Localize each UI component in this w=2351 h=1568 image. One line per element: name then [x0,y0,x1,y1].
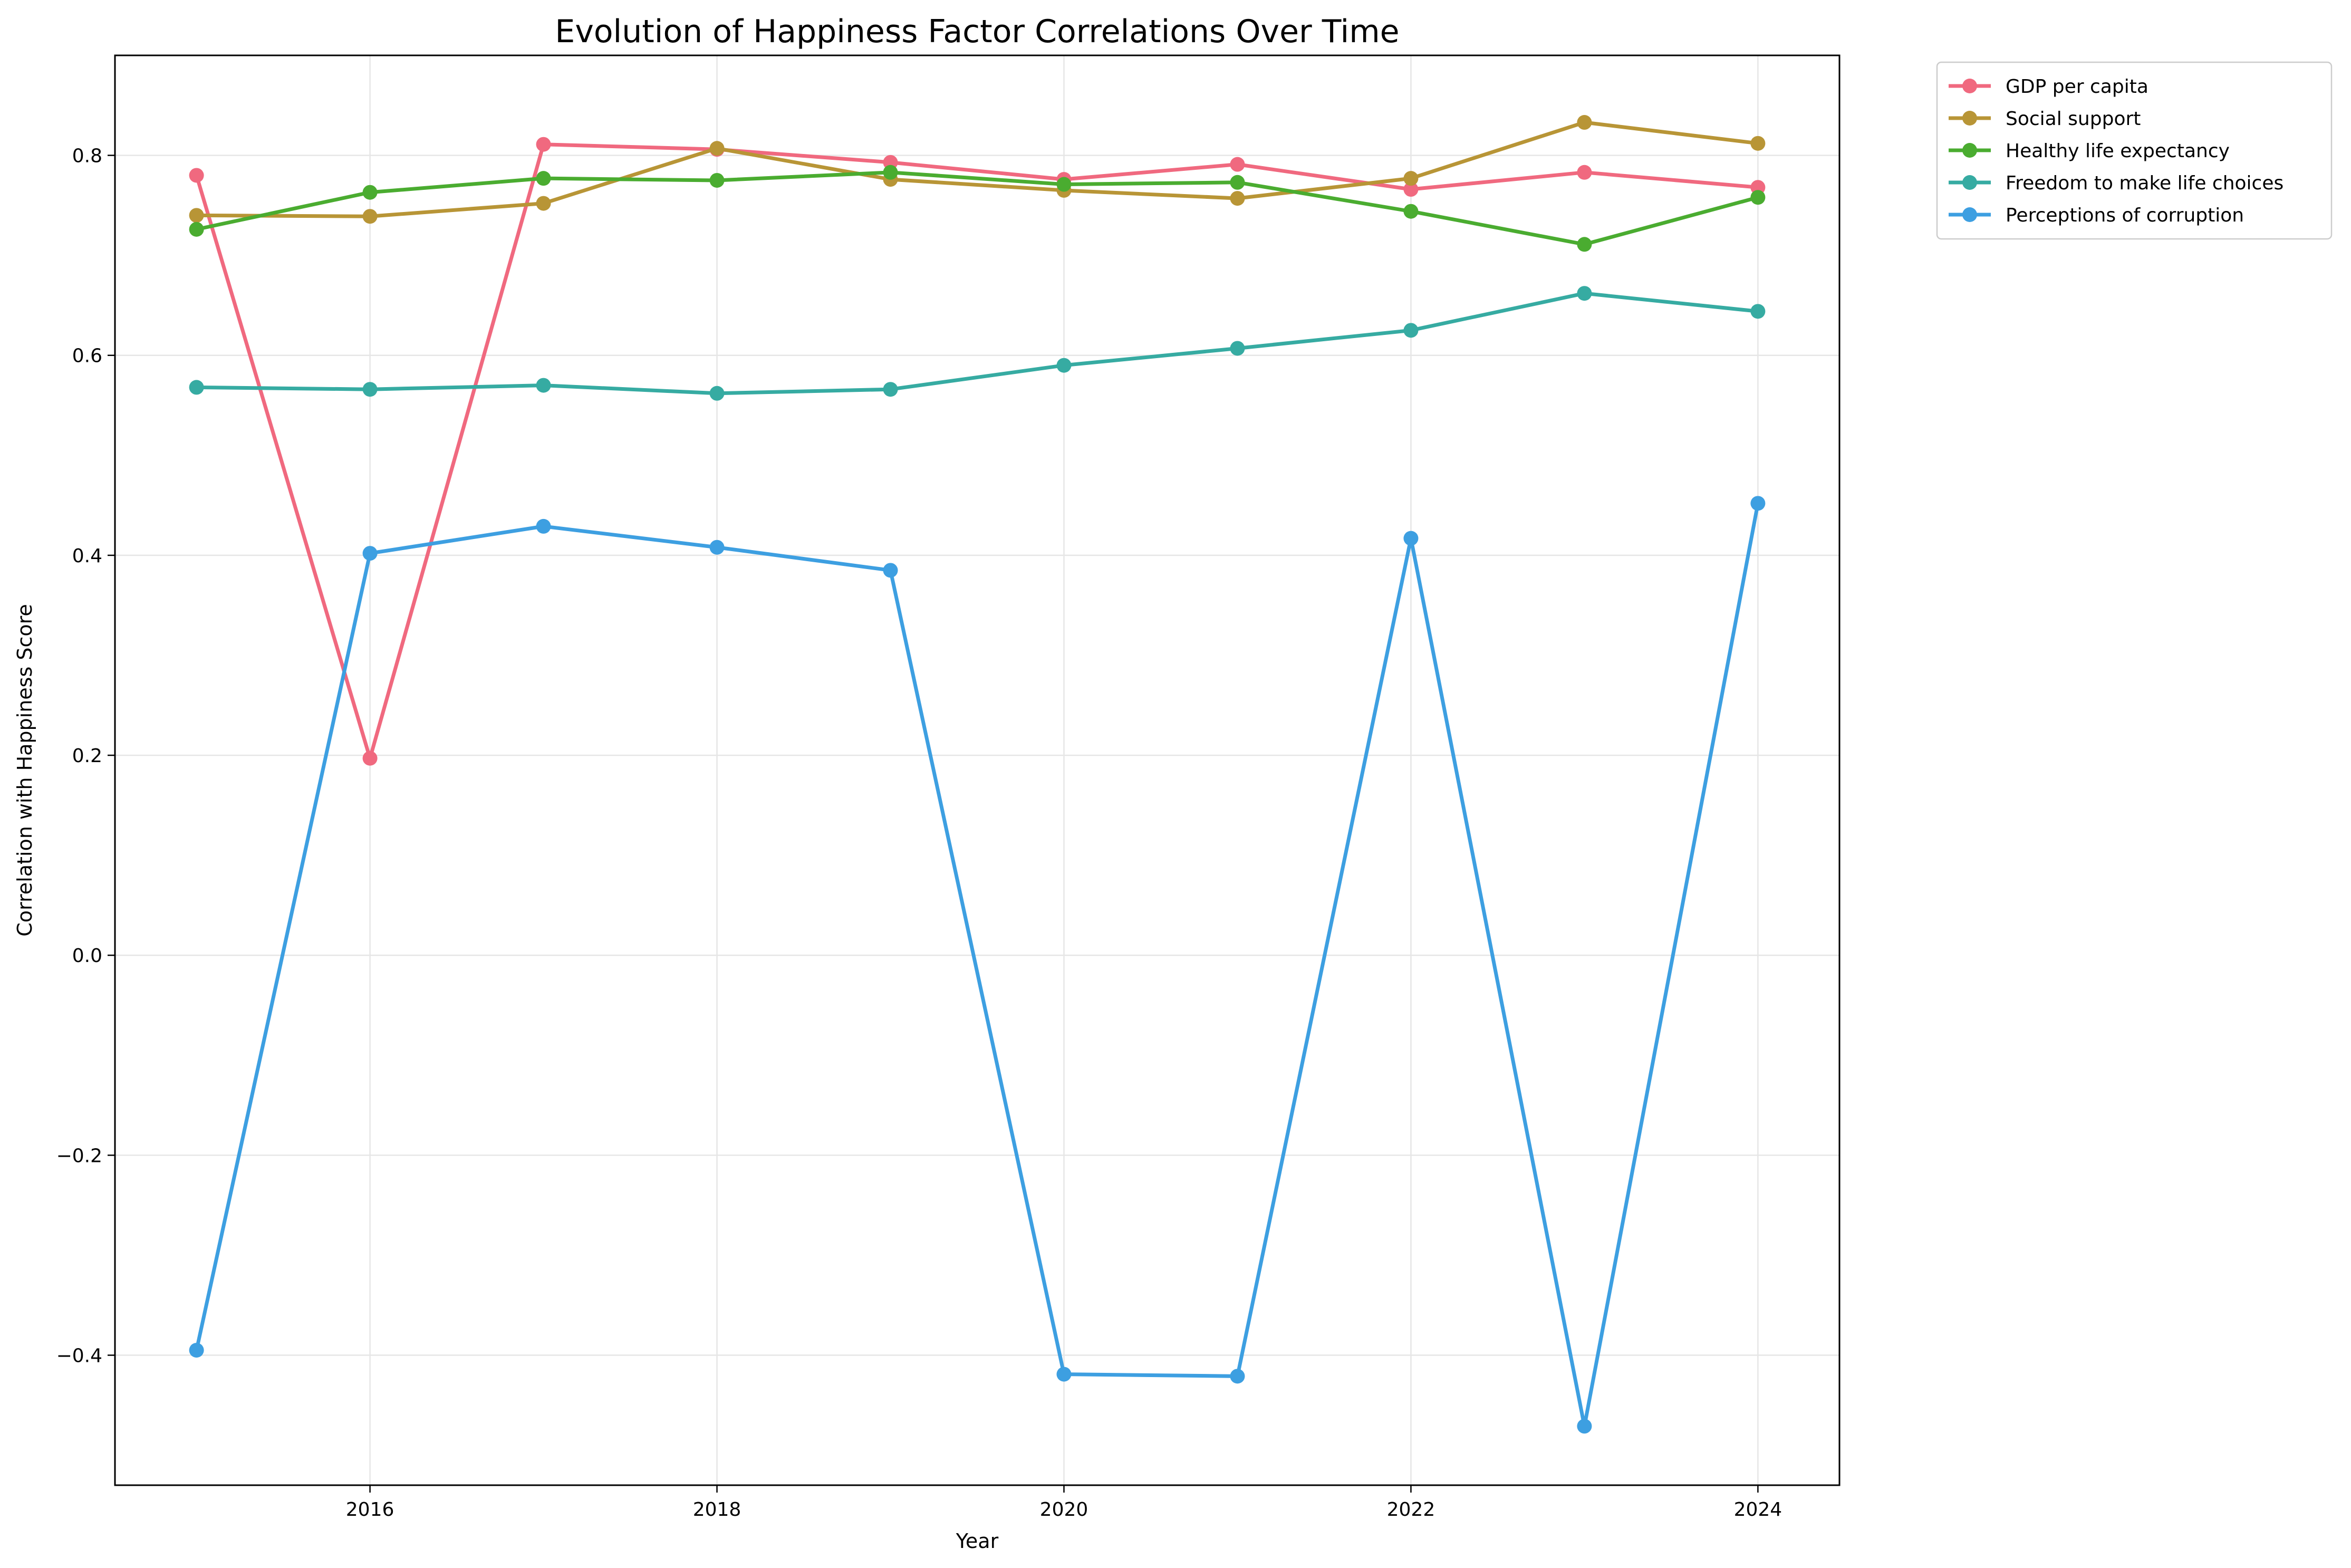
data-point [1750,304,1766,319]
data-point [1230,1369,1245,1384]
y-tick-label: 0.2 [72,745,102,767]
data-point [189,168,204,183]
legend-swatch-marker [1962,175,1977,190]
series-line [195,142,1760,761]
x-axis-label: Year [956,1529,999,1553]
series-line [195,170,1760,246]
legend-label: Perceptions of corruption [2006,205,2244,226]
series-3 [189,165,1766,252]
data-point [1403,323,1419,338]
legend-swatch-marker [1962,207,1977,222]
y-tick-label: −0.4 [56,1345,102,1367]
data-point [189,222,204,237]
series-lines [189,115,1766,1434]
data-point [1750,190,1766,205]
data-point [536,518,551,534]
data-point [1403,204,1419,219]
data-point [709,141,725,156]
plot-frame [114,54,1841,1486]
data-point [536,196,551,211]
x-tick-label: 2022 [1387,1499,1435,1521]
legend-label: GDP per capita [2006,76,2148,98]
legend: GDP per capita Social support Healthy life… [1936,61,2333,240]
data-point [883,382,898,397]
legend-swatch-marker [1962,143,1977,158]
data-point [362,185,378,200]
x-tick-label: 2016 [346,1499,394,1521]
legend-label: Freedom to make life choices [2006,172,2283,194]
data-point [1230,175,1245,190]
grid [115,55,1839,1485]
data-point [1403,182,1419,197]
data-point [709,172,725,188]
series-5 [189,496,1766,1434]
data-point [536,378,551,393]
data-point [883,563,898,578]
y-tick-label: 0.6 [72,345,102,367]
legend-swatch-marker [1962,79,1977,93]
data-point [362,546,378,561]
data-point [1750,496,1766,511]
y-tick-label: −0.2 [56,1145,102,1167]
series-line [195,501,1760,1428]
y-tick-label: 0.0 [72,945,102,967]
series-line [195,291,1760,396]
data-point [1230,191,1245,206]
data-point [362,209,378,224]
data-point [1577,237,1592,252]
data-point [189,208,204,223]
data-point [1577,286,1592,301]
data-point [883,165,898,180]
data-point [1403,531,1419,546]
data-point [536,171,551,186]
data-point [1230,157,1245,172]
data-point [1577,1419,1592,1434]
data-point [1403,171,1419,186]
legend-label: Healthy life expectancy [2006,140,2230,162]
data-point [1056,177,1072,192]
data-point [1056,358,1072,373]
axis-ticks: 2016 2018 2020 2022 2024 −0.4 −0.2 0.0 0.2 0.4 0.6… [56,146,1782,1521]
data-point [709,386,725,401]
data-point [1230,341,1245,356]
x-tick-label: 2018 [693,1499,741,1521]
legend-label: Social support [2006,108,2141,130]
series-4 [189,286,1766,401]
legend-box [1936,61,2333,240]
data-point [1750,136,1766,151]
y-tick-label: 0.4 [72,545,102,567]
data-point [1577,165,1592,180]
y-tick-label: 0.8 [72,146,102,167]
data-point [1056,1367,1072,1382]
chart-title: Evolution of Happiness Factor Correlatio… [555,13,1399,50]
data-point [362,382,378,397]
y-axis-label: Correlation with Happiness Score [13,604,36,937]
series-line [195,120,1760,218]
data-point [709,540,725,555]
data-point [1577,115,1592,130]
x-tick-label: 2020 [1040,1499,1088,1521]
x-tick-label: 2024 [1734,1499,1782,1521]
data-point [362,751,378,766]
data-point [189,380,204,395]
data-point [536,137,551,152]
data-point [189,1343,204,1358]
legend-swatch-marker [1962,111,1977,126]
